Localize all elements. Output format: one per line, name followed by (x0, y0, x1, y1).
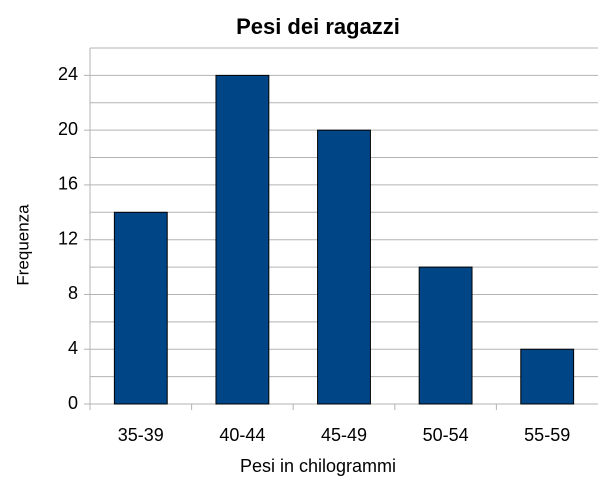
y-axis-label: Frequenza (13, 204, 32, 286)
y-tick-label: 16 (58, 174, 78, 194)
x-tick-label: 55-59 (524, 425, 570, 445)
x-axis-label: Pesi in chilogrammi (240, 456, 396, 476)
y-tick-label: 24 (58, 64, 78, 84)
bar (520, 348, 575, 405)
x-tick-label: 40-44 (219, 425, 265, 445)
y-tick-label: 20 (58, 119, 78, 139)
x-tick-label: 45-49 (321, 425, 367, 445)
x-tick-label: 35-39 (118, 425, 164, 445)
y-tick-label: 12 (58, 228, 78, 248)
bar (113, 211, 168, 405)
bar (418, 266, 473, 405)
x-tick-label: 50-54 (423, 425, 469, 445)
bar (317, 129, 371, 405)
bar (215, 74, 270, 405)
y-tick-label: 8 (68, 283, 78, 303)
y-tick-label: 0 (68, 393, 78, 413)
y-tick-label: 4 (68, 338, 78, 358)
chart-title: Pesi dei ragazzi (236, 14, 400, 39)
